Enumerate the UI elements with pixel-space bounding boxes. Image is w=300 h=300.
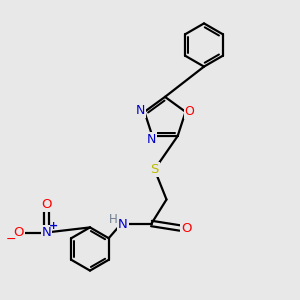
Text: −: −: [5, 232, 16, 246]
Text: H: H: [109, 213, 118, 226]
Text: O: O: [181, 221, 192, 235]
Text: S: S: [150, 163, 159, 176]
Text: N: N: [118, 218, 128, 232]
Text: N: N: [147, 133, 156, 146]
Text: N: N: [42, 226, 51, 239]
Text: +: +: [50, 221, 58, 231]
Text: O: O: [41, 197, 52, 211]
Text: O: O: [14, 226, 24, 239]
Text: N: N: [135, 104, 145, 117]
Text: O: O: [184, 105, 194, 118]
